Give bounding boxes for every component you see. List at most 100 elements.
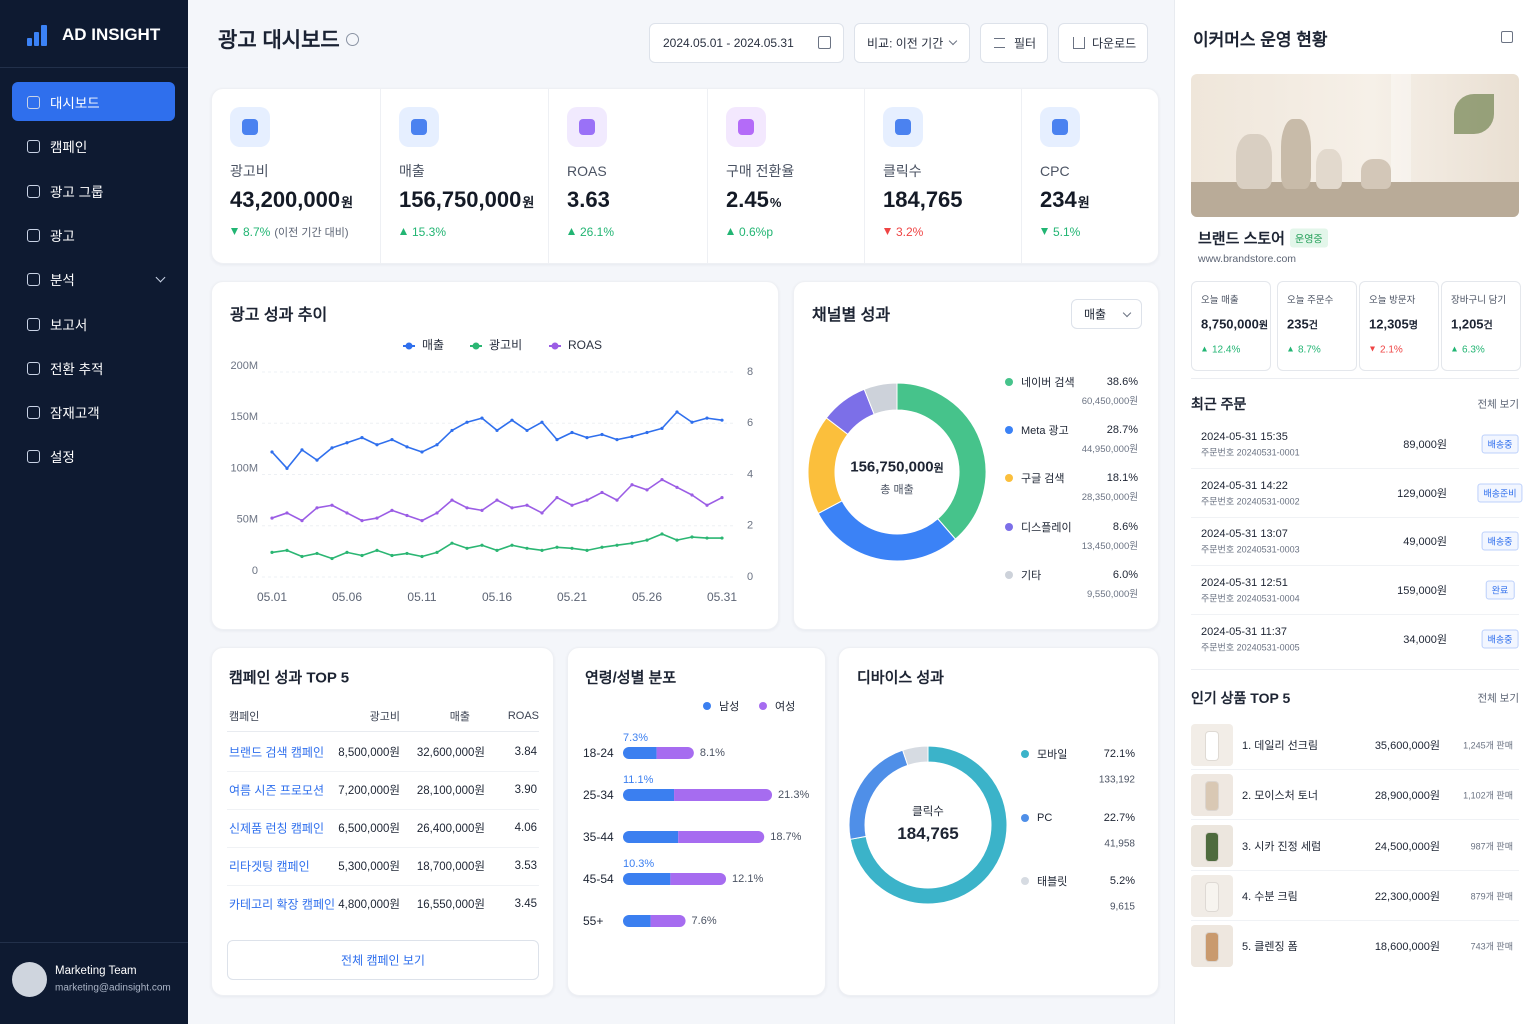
legend-label: 네이버 검색 xyxy=(1021,377,1075,389)
table-header: 캠페인 xyxy=(229,711,260,723)
kpi-label: CPC xyxy=(1040,163,1070,179)
order-number: 주문번호 20240531-0001 xyxy=(1201,447,1300,458)
nav-item[interactable]: 광고 xyxy=(50,228,75,244)
legend-label: 남성 xyxy=(719,701,740,713)
view-all-link[interactable]: 전체 보기 xyxy=(1477,398,1519,411)
campaign-name[interactable]: 브랜드 검색 캠페인 xyxy=(229,745,324,760)
kpi-change-value: 3.2% xyxy=(896,225,924,239)
stat-card xyxy=(1359,281,1439,371)
campaign-name[interactable]: 여름 시즌 프로모션 xyxy=(229,783,324,798)
image-vase xyxy=(1281,119,1311,189)
nav-icon xyxy=(27,361,40,375)
order-status: 배송중 xyxy=(1481,629,1519,649)
kpi-icon-glyph xyxy=(242,119,258,135)
legend-dot xyxy=(1005,570,1013,579)
order-time: 2024-05-31 14:22 xyxy=(1201,479,1288,492)
kpi-change: 8.7% (이전 기간 대비) xyxy=(230,224,349,240)
nav-item[interactable]: 광고 그룹 xyxy=(50,184,104,200)
trend-card xyxy=(211,281,779,630)
campaign-name[interactable]: 카테고리 확장 캠페인 xyxy=(229,897,336,912)
legend-amount: 60,450,000원 xyxy=(1081,396,1138,407)
trend-arrow-shape xyxy=(1452,346,1457,352)
kpi-value: 43,200,000원 xyxy=(230,187,353,213)
trend-arrow xyxy=(884,228,891,236)
nav-icon xyxy=(27,140,40,154)
legend-label: 기타 xyxy=(1021,569,1042,582)
date-range[interactable]: 2024.05.01 - 2024.05.31 xyxy=(663,36,794,50)
trend-arrow xyxy=(727,228,734,236)
stat-change: 2.1% xyxy=(1369,345,1403,356)
filter-button[interactable]: 필터 xyxy=(1014,36,1037,51)
compare-select-box[interactable] xyxy=(854,23,970,63)
kpi-change: 5.1% xyxy=(1040,225,1080,239)
product-thumb xyxy=(1191,774,1233,817)
table-header: 광고비 xyxy=(369,711,400,723)
stat-label: 장바구니 담기 xyxy=(1451,295,1507,306)
nav-item[interactable]: 잠재고객 xyxy=(50,406,100,422)
nav-item[interactable]: 대시보드 xyxy=(50,96,100,111)
stat-change-value: 2.1% xyxy=(1380,344,1403,356)
kpi-label: 매출 xyxy=(399,163,425,179)
panel-title: 이커머스 운영 현황 xyxy=(1193,30,1328,50)
nav-item[interactable]: 전환 추적 xyxy=(50,361,104,377)
table-title: 캠페인 성과 TOP 5 xyxy=(229,669,350,687)
campaign-card xyxy=(211,647,554,996)
product-thumb xyxy=(1191,874,1233,917)
compare-select[interactable]: 비교: 이전 기간 xyxy=(867,36,944,51)
product-name: 2. 모이스처 토너 xyxy=(1242,790,1319,803)
selector[interactable]: 매출 xyxy=(1084,307,1107,322)
date-range-box[interactable] xyxy=(649,23,844,63)
y-tick-label: 55+ xyxy=(583,914,604,928)
divider xyxy=(0,67,188,68)
product-sold: 1,102개 판매 xyxy=(1463,790,1513,801)
nav-item[interactable]: 캠페인 xyxy=(50,140,88,156)
kpi-number: 3.63 xyxy=(567,187,610,212)
stat-label: 오늘 주문수 xyxy=(1287,295,1334,306)
selector-box[interactable] xyxy=(1071,299,1142,329)
view-all-link[interactable]: 전체 보기 xyxy=(1477,692,1519,705)
kpi-label: 구매 전환율 xyxy=(726,163,795,179)
product-thumb xyxy=(1191,925,1233,968)
nav-item[interactable]: 보고서 xyxy=(50,317,88,333)
store-name: 브랜드 스토어 xyxy=(1198,230,1285,248)
divider xyxy=(1191,378,1519,379)
legend-value: 72.1% xyxy=(1103,748,1135,760)
y-tick-label: 35-44 xyxy=(583,830,614,844)
kpi-unit: 원 xyxy=(522,195,535,210)
kpi-number: 156,750,000 xyxy=(399,187,522,212)
kpi-change-value: 26.1% xyxy=(580,225,615,239)
nav-item[interactable]: 분석 xyxy=(50,273,75,289)
legend-value: 8.6% xyxy=(1112,520,1138,533)
nav-item[interactable]: 설정 xyxy=(50,450,75,466)
trend-arrow-shape xyxy=(727,228,734,236)
filter-button-box[interactable] xyxy=(980,23,1048,63)
y-tick-label: 45-54 xyxy=(583,872,614,886)
legend-dot xyxy=(1005,378,1013,386)
table-header: ROAS xyxy=(507,710,539,722)
legend-dot xyxy=(1005,522,1013,531)
nav-icon xyxy=(27,273,40,287)
table-cell: 6,500,000원 xyxy=(338,823,400,835)
product-revenue: 24,500,000원 xyxy=(1374,840,1440,853)
legend-dot xyxy=(1021,877,1029,885)
kpi-change-value: 0.6%p xyxy=(739,225,774,239)
order-amount: 49,000원 xyxy=(1403,536,1447,549)
brand-name: AD INSIGHT xyxy=(62,25,161,44)
product-sold: 743개 판매 xyxy=(1470,941,1513,952)
trend-arrow-shape xyxy=(231,228,238,236)
nav-icon xyxy=(27,228,40,242)
legend-count: 41,958 xyxy=(1104,838,1135,849)
view-all-button[interactable]: 전체 캠페인 보기 xyxy=(341,953,425,968)
kpi-value: 184,765 xyxy=(883,187,963,213)
campaign-name[interactable]: 신제품 런칭 캠페인 xyxy=(229,821,324,836)
legend-label: 구글 검색 xyxy=(1021,473,1065,486)
table-cell: 28,100,000원 xyxy=(416,785,485,797)
kpi-unit: % xyxy=(769,195,782,210)
stat-label: 오늘 매출 xyxy=(1201,295,1239,306)
download-button[interactable]: 다운로드 xyxy=(1092,36,1137,51)
campaign-name[interactable]: 리타겟팅 캠페인 xyxy=(229,859,310,874)
view-all-box[interactable] xyxy=(227,940,539,980)
stat-card xyxy=(1277,281,1357,371)
kpi-change-value: 15.3% xyxy=(412,225,447,239)
kpi-card xyxy=(211,88,1159,264)
